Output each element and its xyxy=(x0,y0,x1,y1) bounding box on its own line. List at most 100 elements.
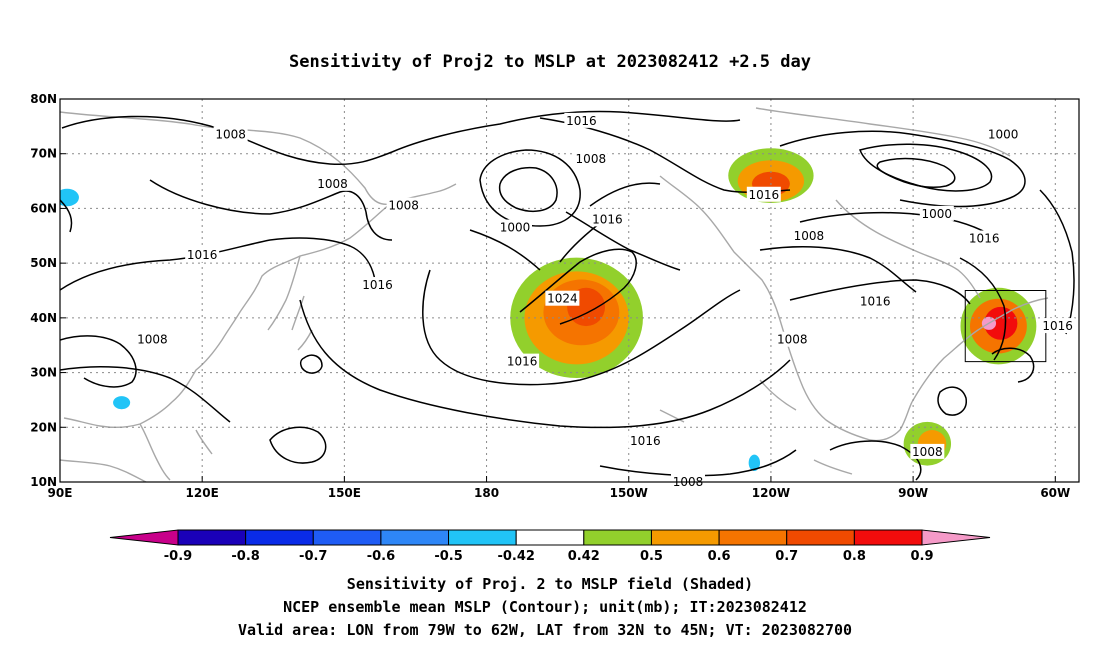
shading-blob xyxy=(984,306,1018,340)
contour-label-bg xyxy=(858,293,893,309)
colorbar-segment xyxy=(245,529,314,546)
shading-blob xyxy=(113,396,131,410)
map-axes: 90E 120E 150E 180 150W 120W 90W 60W 80N 70N 60N 50N… xyxy=(30,92,1070,500)
caption-line-2: NCEP ensemble mean MSLP (Contour); unit(… xyxy=(283,598,807,616)
contour-label: 1008 xyxy=(794,229,825,243)
contour-label-bg xyxy=(775,331,810,347)
colorbar-high-triangle xyxy=(921,529,991,546)
contour-label: 1016 xyxy=(507,355,538,369)
lon-tick-label: 150W xyxy=(610,486,648,500)
colorbar-label: -0.8 xyxy=(231,549,259,564)
lat-tick-label: 50N xyxy=(30,256,57,270)
contour-label: 1016 xyxy=(860,294,891,308)
colorbar-label: -0.6 xyxy=(367,549,395,564)
colorbar-segment xyxy=(380,529,450,546)
map-frame xyxy=(59,98,1080,483)
contour-label: 1000 xyxy=(500,221,531,235)
contour-label-bg xyxy=(1040,318,1075,334)
lon-tick-label: 180 xyxy=(474,486,499,500)
lat-tick-label: 30N xyxy=(30,366,57,380)
lon-tick-label: 120E xyxy=(186,486,219,500)
colorbar-label: -0.5 xyxy=(434,549,462,564)
contour-label-bg xyxy=(986,126,1021,142)
colorbar-label: 0.8 xyxy=(843,549,866,564)
colorbar-segment xyxy=(448,529,517,546)
contour-label: 1016 xyxy=(630,434,661,448)
mslp-contours xyxy=(60,110,1075,481)
lon-tick-label: 120W xyxy=(752,486,790,500)
colorbar-label: 0.5 xyxy=(640,549,663,564)
contour-label-bg xyxy=(545,290,580,306)
lon-tick-label: 90W xyxy=(898,486,928,500)
colorbar-segment xyxy=(650,529,720,546)
contour-label: 1008 xyxy=(388,199,419,213)
contour-label: 1008 xyxy=(137,333,168,347)
contour-labels: 1016 1008 1008 1008 1008 1016 1016 1000 1000 1000… xyxy=(135,112,1075,489)
lat-tick-label: 40N xyxy=(30,311,57,325)
colorbar-label: -0.7 xyxy=(299,549,327,564)
contour-label-bg xyxy=(590,211,625,227)
lat-tick-label: 60N xyxy=(30,201,57,215)
contour-label-bg xyxy=(967,230,1002,246)
shading-blob xyxy=(748,454,761,472)
contour-label-bg xyxy=(185,246,220,262)
colorbar-segment xyxy=(515,529,585,546)
contour-label: 1016 xyxy=(1042,319,1073,333)
shading-blob xyxy=(60,188,79,207)
lat-tick-label: 80N xyxy=(30,92,57,106)
contour-label: 1000 xyxy=(922,207,953,221)
contour-label: 1008 xyxy=(777,333,808,347)
colorbar-segment xyxy=(312,529,382,546)
contour-label: 1016 xyxy=(566,114,597,128)
contour-label-bg xyxy=(564,112,599,128)
lon-tick-label: 60W xyxy=(1040,486,1070,500)
lon-tick-label: 150E xyxy=(328,486,361,500)
contour-label-bg xyxy=(573,151,608,167)
lat-tick-label: 20N xyxy=(30,420,57,434)
colorbar-segment xyxy=(786,529,855,546)
contour-label-bg xyxy=(497,219,532,235)
contour-label: 1008 xyxy=(576,152,607,166)
contour-label-bg xyxy=(386,197,421,213)
contour-label: 1008 xyxy=(317,177,348,191)
contour-label-bg xyxy=(213,126,248,142)
contour-label-bg xyxy=(315,175,350,191)
contour-label-bg xyxy=(746,186,781,202)
caption-line-1: Sensitivity of Proj. 2 to MSLP field (Sh… xyxy=(347,575,753,593)
colorbar-segment xyxy=(853,529,923,546)
contour-label-bg xyxy=(791,227,826,243)
lat-tick-label: 10N xyxy=(30,475,57,489)
contour-label: 1008 xyxy=(912,445,943,459)
contour-label-bg xyxy=(910,443,945,459)
contour-label: 1008 xyxy=(215,128,246,142)
contour-label: 1016 xyxy=(592,212,623,226)
colorbar-segment xyxy=(583,529,652,546)
map-panel: 1016 1008 1008 1008 1008 1016 1016 1000 1000 1000… xyxy=(30,92,1080,500)
contour-label-bg xyxy=(628,432,663,448)
contour-label-bg xyxy=(360,277,395,293)
contour-label-bg xyxy=(505,353,540,369)
colorbar-segment xyxy=(718,529,788,546)
contour-label-bg xyxy=(919,205,954,221)
colorbar-label: 0.42 xyxy=(568,549,600,564)
contour-label: 1024 xyxy=(547,292,578,306)
colorbar-label: 0.7 xyxy=(775,549,798,564)
contour-label: 1016 xyxy=(969,232,1000,246)
contour-label-bg xyxy=(135,331,170,347)
coastlines xyxy=(60,107,1049,482)
contour-label: 1000 xyxy=(988,128,1019,142)
colorbar: -0.9 -0.8 -0.7 -0.6 -0.5 -0.42 0.42 0.5 0.6 0.7 0.… xyxy=(109,529,991,564)
colorbar-label: -0.42 xyxy=(497,549,534,564)
caption-line-3: Valid area: LON from 79W to 62W, LAT fro… xyxy=(238,621,852,639)
colorbar-label: 0.6 xyxy=(708,549,731,564)
colorbar-label: -0.9 xyxy=(164,549,192,564)
colorbar-low-triangle xyxy=(109,529,179,546)
contour-label: 1016 xyxy=(749,188,780,202)
figure-title: Sensitivity of Proj2 to MSLP at 20230824… xyxy=(289,52,811,72)
colorbar-label: 0.9 xyxy=(910,549,933,564)
contour-label: 1016 xyxy=(362,278,393,292)
lat-tick-label: 70N xyxy=(30,147,57,161)
map-grid xyxy=(60,99,1079,482)
colorbar-segment xyxy=(177,529,247,546)
